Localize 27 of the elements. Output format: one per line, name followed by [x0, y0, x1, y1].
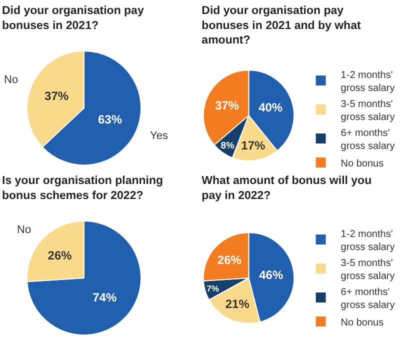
data-label: 46%	[259, 268, 284, 282]
legend-label: 6+ months' gross salary	[340, 128, 395, 152]
slice-label: Yes	[150, 130, 168, 142]
data-label: 21%	[225, 296, 250, 311]
legend-label: 3-5 months' gross salary	[340, 258, 395, 282]
legend-label: No bonus	[340, 317, 384, 328]
data-label: 17%	[241, 138, 266, 152]
slice-label: No	[4, 74, 18, 86]
chart-title: What amount of bonus will you pay in 2022?	[202, 174, 372, 202]
data-label: 37%	[44, 89, 69, 104]
data-label: 8%	[220, 140, 235, 152]
chart-title: Is your organisation planning bonus schemes for 2022?	[2, 174, 164, 202]
data-label: 26%	[48, 248, 72, 262]
data-label: 7%	[206, 283, 220, 294]
data-label: 40%	[258, 100, 283, 115]
legend-label: 6+ months' gross salary	[340, 286, 395, 311]
legend-label: 1-2 months' gross salary	[340, 228, 395, 253]
legend-label: No bonus	[340, 158, 384, 170]
chart-title: Did your organisation pay bonuses in 2021 and by what amount?	[202, 4, 361, 47]
legend-label: 3-5 months' gross salary	[340, 98, 395, 123]
data-label: 37%	[214, 98, 240, 113]
chart-title: Did your organisation pay bonuses in 2021?	[2, 4, 144, 32]
legend-label: 1-2 months' gross salary	[340, 70, 395, 94]
data-label: 63%	[98, 112, 122, 126]
data-label: 26%	[217, 253, 242, 268]
slice-label: No	[17, 224, 32, 236]
data-label: 74%	[92, 290, 117, 305]
